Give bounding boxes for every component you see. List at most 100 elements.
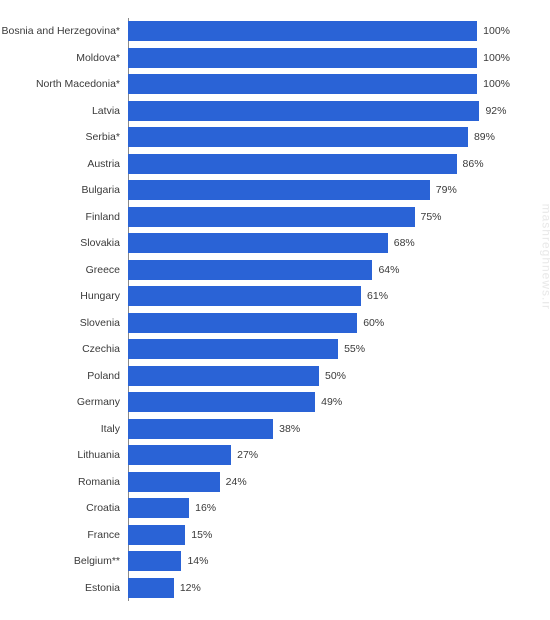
bar-fill bbox=[128, 101, 479, 121]
bar-value-label: 49% bbox=[321, 396, 342, 408]
bar-label: Bosnia and Herzegovina* bbox=[0, 25, 128, 37]
bar-label: Romania bbox=[0, 476, 128, 488]
bar-row: Lithuania 27% bbox=[0, 442, 510, 469]
bar-row: Austria 86% bbox=[0, 151, 510, 178]
bar-value-label: 79% bbox=[436, 184, 457, 196]
bar-value-label: 16% bbox=[195, 502, 216, 514]
bar-value-label: 50% bbox=[325, 370, 346, 382]
bar-track: 50% bbox=[128, 363, 510, 390]
bar-value-label: 12% bbox=[180, 582, 201, 594]
bar-value-label: 60% bbox=[363, 317, 384, 329]
bar-row: France 15% bbox=[0, 522, 510, 549]
bar-row: Poland 50% bbox=[0, 363, 510, 390]
bar-label: Germany bbox=[0, 396, 128, 408]
bar-label: Italy bbox=[0, 423, 128, 435]
bar-label: Belgium** bbox=[0, 555, 128, 567]
bar-track: 92% bbox=[128, 98, 510, 125]
bar-fill bbox=[128, 472, 220, 492]
bar-track: 100% bbox=[128, 71, 510, 98]
bar-label: Greece bbox=[0, 264, 128, 276]
bar-track: 100% bbox=[128, 45, 510, 72]
bar-label: Lithuania bbox=[0, 449, 128, 461]
bar-label: Serbia* bbox=[0, 131, 128, 143]
bar-label: Estonia bbox=[0, 582, 128, 594]
bar-value-label: 61% bbox=[367, 290, 388, 302]
bar-label: Hungary bbox=[0, 290, 128, 302]
bar-label: Finland bbox=[0, 211, 128, 223]
bar-fill bbox=[128, 154, 457, 174]
bar-track: 24% bbox=[128, 469, 510, 496]
bar-value-label: 92% bbox=[485, 105, 506, 117]
bar-row: Estonia 12% bbox=[0, 575, 510, 602]
bar-fill bbox=[128, 551, 181, 571]
bar-fill bbox=[128, 260, 372, 280]
bar-rows-container: Bosnia and Herzegovina*100%Moldova*100%N… bbox=[0, 18, 510, 601]
bar-value-label: 100% bbox=[483, 25, 510, 37]
bar-label: Austria bbox=[0, 158, 128, 170]
bar-fill bbox=[128, 578, 174, 598]
bar-value-label: 86% bbox=[463, 158, 484, 170]
bar-track: 86% bbox=[128, 151, 510, 178]
bar-track: 75% bbox=[128, 204, 510, 231]
bar-row: North Macedonia*100% bbox=[0, 71, 510, 98]
bar-row: Finland 75% bbox=[0, 204, 510, 231]
bar-fill bbox=[128, 127, 468, 147]
bar-track: 15% bbox=[128, 522, 510, 549]
bar-row: Germany 49% bbox=[0, 389, 510, 416]
bar-row: Belgium**14% bbox=[0, 548, 510, 575]
bar-fill bbox=[128, 445, 231, 465]
bar-value-label: 38% bbox=[279, 423, 300, 435]
bar-row: Bosnia and Herzegovina* 100% bbox=[0, 18, 510, 45]
bar-fill bbox=[128, 48, 477, 68]
bar-track: 61% bbox=[128, 283, 510, 310]
bar-label: Poland bbox=[0, 370, 128, 382]
bar-value-label: 64% bbox=[378, 264, 399, 276]
bar-row: Serbia* 89% bbox=[0, 124, 510, 151]
bar-row: Latvia 92% bbox=[0, 98, 510, 125]
bar-value-label: 24% bbox=[226, 476, 247, 488]
bar-row: Italy 38% bbox=[0, 416, 510, 443]
bar-label: Latvia bbox=[0, 105, 128, 117]
bar-label: Moldova* bbox=[0, 52, 128, 64]
bar-row: Slovakia68% bbox=[0, 230, 510, 257]
bar-value-label: 89% bbox=[474, 131, 495, 143]
bar-value-label: 15% bbox=[191, 529, 212, 541]
bar-row: Bulgaria 79% bbox=[0, 177, 510, 204]
bar-label: Czechia bbox=[0, 343, 128, 355]
bar-fill bbox=[128, 313, 357, 333]
bar-fill bbox=[128, 180, 430, 200]
bar-label: France bbox=[0, 529, 128, 541]
bar-track: 89% bbox=[128, 124, 510, 151]
bar-track: 49% bbox=[128, 389, 510, 416]
bar-fill bbox=[128, 74, 477, 94]
bar-value-label: 55% bbox=[344, 343, 365, 355]
bar-track: 79% bbox=[128, 177, 510, 204]
bar-fill bbox=[128, 233, 388, 253]
bar-fill bbox=[128, 21, 477, 41]
bar-row: Moldova* 100% bbox=[0, 45, 510, 72]
bar-fill bbox=[128, 525, 185, 545]
bar-track: 60% bbox=[128, 310, 510, 337]
bar-label: Bulgaria bbox=[0, 184, 128, 196]
bar-fill bbox=[128, 286, 361, 306]
bar-row: Croatia16% bbox=[0, 495, 510, 522]
bar-row: Slovenia 60% bbox=[0, 310, 510, 337]
bar-track: 68% bbox=[128, 230, 510, 257]
bar-track: 27% bbox=[128, 442, 510, 469]
bar-fill bbox=[128, 392, 315, 412]
bar-value-label: 27% bbox=[237, 449, 258, 461]
bar-row: Czechia 55% bbox=[0, 336, 510, 363]
bar-track: 16% bbox=[128, 495, 510, 522]
bar-value-label: 68% bbox=[394, 237, 415, 249]
bar-row: Greece 64% bbox=[0, 257, 510, 284]
bar-track: 14% bbox=[128, 548, 510, 575]
bar-track: 64% bbox=[128, 257, 510, 284]
bar-row: Hungary 61% bbox=[0, 283, 510, 310]
bar-track: 55% bbox=[128, 336, 510, 363]
bar-value-label: 75% bbox=[421, 211, 442, 223]
bar-label: Slovenia bbox=[0, 317, 128, 329]
bar-fill bbox=[128, 366, 319, 386]
bar-fill bbox=[128, 419, 273, 439]
bar-value-label: 100% bbox=[483, 52, 510, 64]
bar-label: North Macedonia* bbox=[0, 78, 128, 90]
